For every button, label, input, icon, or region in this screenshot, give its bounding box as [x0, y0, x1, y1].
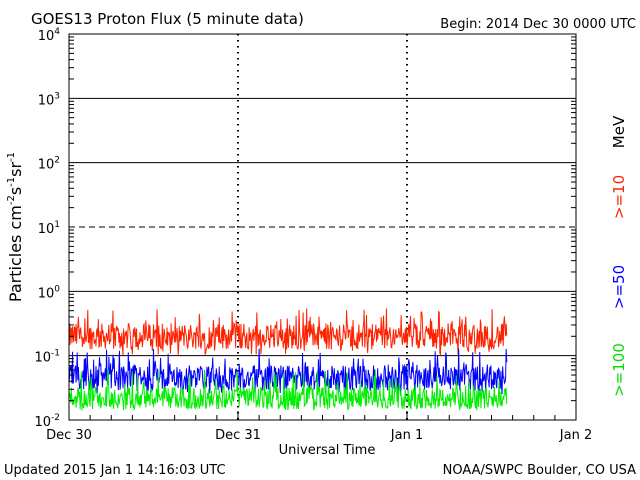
- plot-grid: [69, 34, 576, 420]
- y-tick-label: 100: [38, 284, 61, 301]
- y-tick-label: 103: [38, 91, 60, 108]
- y-axis-label: Particles cm-2s-1sr-1: [6, 152, 25, 302]
- y-tick-label: 10-2: [34, 413, 60, 430]
- data-series: [68, 308, 508, 412]
- energy-legend: MeV >=10 >=50 >=100: [610, 115, 628, 397]
- series-line-ge10: [68, 308, 508, 356]
- y-tick-label: 101: [38, 220, 60, 237]
- x-axis-ticks: Dec 30 Dec 31 Jan 1 Jan 2: [46, 411, 592, 443]
- x-tick-label: Jan 2: [559, 428, 592, 443]
- x-tick-label: Dec 30: [46, 428, 92, 443]
- series-line-ge50: [68, 348, 508, 395]
- legend-series-ge10: >=10: [610, 175, 628, 219]
- updated-timestamp: Updated 2015 Jan 1 14:16:03 UTC: [4, 463, 226, 478]
- chart-title: GOES13 Proton Flux (5 minute data): [31, 10, 304, 28]
- series-line-ge100: [68, 369, 508, 412]
- footer-credit: NOAA/SWPC Boulder, CO USA: [443, 463, 636, 478]
- legend-unit: MeV: [610, 115, 628, 148]
- x-axis-label: Universal Time: [279, 443, 376, 458]
- legend-series-ge100: >=100: [610, 343, 628, 397]
- begin-time: Begin: 2014 Dec 30 0000 UTC: [440, 17, 636, 32]
- y-axis-ticks: 104 103 102 101 100 10-1 10-2: [34, 27, 576, 430]
- x-tick-label: Jan 1: [390, 428, 423, 443]
- y-tick-label: 104: [38, 27, 61, 44]
- y-tick-label: 10-1: [34, 349, 60, 366]
- y-tick-label: 102: [38, 156, 60, 173]
- x-tick-label: Dec 31: [215, 428, 261, 443]
- legend-series-ge50: >=50: [610, 265, 628, 309]
